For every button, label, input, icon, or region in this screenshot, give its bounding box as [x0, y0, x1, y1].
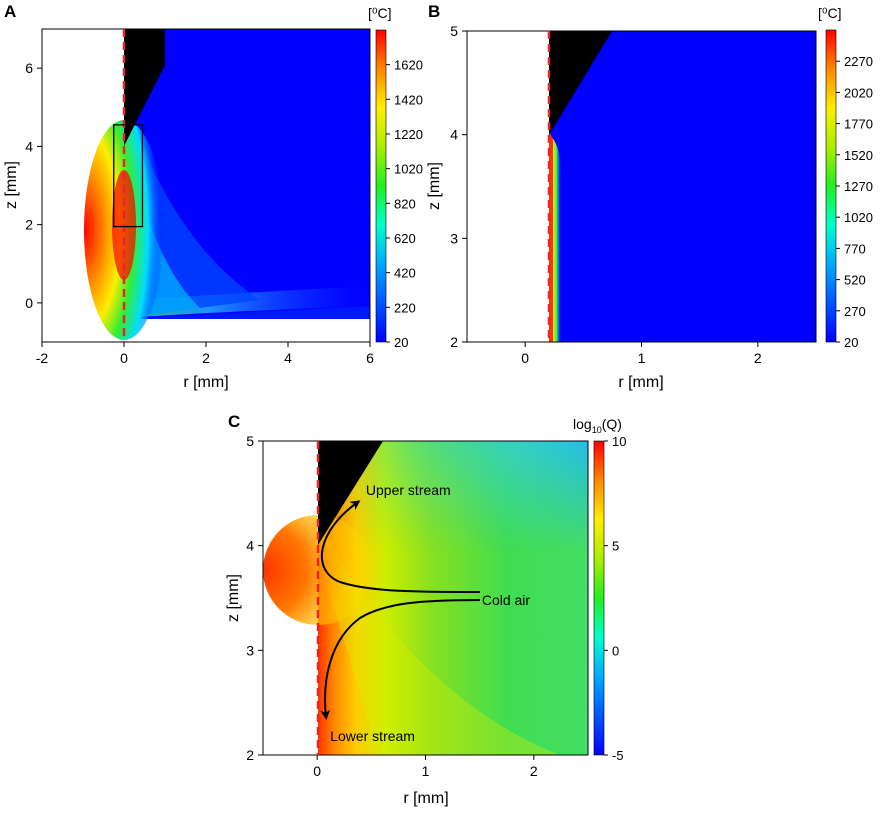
x-tick-label-a-3: 4: [284, 350, 292, 366]
panel-letter-b: B: [428, 2, 440, 21]
x-axis-title-b: r [mm]: [618, 374, 663, 391]
x-tick-label-a-2: 2: [202, 350, 210, 366]
colorbar-tick-label-c-3: 10: [612, 434, 626, 449]
colorbar-tick-label-a-4: 820: [394, 196, 416, 211]
colorbar-tick-label-b-9: 2270: [844, 54, 873, 69]
annotation-2: Lower stream: [330, 728, 415, 744]
electrode-a: [124, 29, 165, 146]
colorbar-tick-label-a-6: 1220: [394, 127, 423, 142]
y-tick-label-c-0: 2: [246, 747, 254, 763]
panel-c: C Upper stream Cold air Lower stream 0 1 2 2 3…: [225, 412, 626, 807]
colorbar-tick-label-a-0: 20: [394, 335, 408, 350]
lower-stream-arrow: [320, 599, 481, 720]
colorbar-tick-label-a-1: 220: [394, 300, 416, 315]
annotation-0: Upper stream: [366, 482, 451, 498]
colorbar-tick-label-c-0: -5: [612, 748, 624, 763]
panel-letter-a: A: [4, 2, 16, 21]
x-tick-label-a-4: 6: [366, 350, 374, 366]
colorbar-a: [375, 29, 387, 343]
x-tick-label-c-0: 0: [313, 763, 321, 779]
annotation-1: Cold air: [482, 592, 531, 608]
x-tick-label-a-1: 0: [120, 350, 128, 366]
panel-letter-c: C: [228, 412, 240, 431]
x-axis-title-a: r [mm]: [183, 374, 228, 391]
panel-b: B 0 1 2 2 3 4 5 r [mm] z [mm] [⁰C] 20 270 520 770…: [426, 2, 873, 391]
colorbar-c: [593, 440, 605, 756]
y-tick-label-a-3: 6: [25, 60, 33, 76]
x-tick-label-b-1: 1: [638, 350, 646, 366]
y-axis-title-b: z [mm]: [426, 162, 443, 210]
colorbar-tick-label-b-8: 2020: [844, 85, 873, 100]
axes-c: 0 1 2 2 3 4 5: [246, 433, 538, 779]
colorbar-ticks-a: 20 220 420 620 820 1020 1220 1420 1620: [386, 58, 423, 350]
y-tick-label-b-3: 5: [450, 23, 458, 39]
x-axis-title-c: r [mm]: [403, 790, 448, 807]
electrode-b: [549, 31, 612, 135]
colorbar-unit-c-main: log: [573, 416, 592, 432]
colorbar-tick-label-a-3: 620: [394, 231, 416, 246]
colorbar-tick-label-b-1: 270: [844, 304, 866, 319]
axes-b: 0 1 2 2 3 4 5: [450, 23, 762, 366]
colorbar-tick-label-a-7: 1420: [394, 92, 423, 107]
colorbar-unit-c-sub: 10: [592, 425, 602, 435]
y-tick-label-b-2: 4: [450, 127, 458, 143]
colorbar-tick-label-a-2: 420: [394, 266, 416, 281]
upper-stream-arrow: [320, 500, 481, 593]
electrode-c: [318, 441, 383, 545]
inset-box-a: [113, 124, 144, 228]
colorbar-ticks-b: 20 270 520 770 1020 1270 1520 1770 2020 2270: [836, 54, 873, 350]
annotations-c: Upper stream Cold air Lower stream: [330, 482, 530, 744]
y-tick-label-b-1: 3: [450, 230, 458, 246]
y-tick-label-c-1: 3: [246, 642, 254, 658]
colorbar-unit-a: [⁰C]: [368, 5, 392, 21]
colorbar-unit-c-tail: (Q): [602, 416, 622, 432]
heatmap-b: [467, 31, 816, 342]
colorbar-b: [825, 29, 837, 343]
colorbar-ticks-c: -5 0 5 10: [604, 434, 626, 763]
colorbar-unit-c: log10(Q): [573, 416, 622, 435]
colorbar-tick-label-b-6: 1520: [844, 148, 873, 163]
colorbar-tick-label-b-3: 770: [844, 241, 866, 256]
heatmap-a: [42, 29, 370, 342]
colorbar-tick-label-b-2: 520: [844, 273, 866, 288]
y-axis-title-a: z [mm]: [3, 161, 20, 209]
y-tick-label-a-0: 0: [25, 295, 33, 311]
colorbar-unit-b: [⁰C]: [818, 5, 842, 21]
x-tick-label-b-2: 2: [754, 350, 762, 366]
y-tick-label-c-3: 5: [246, 433, 254, 449]
y-tick-label-a-1: 2: [25, 217, 33, 233]
flow-arrows: [320, 500, 481, 720]
colorbar-tick-label-c-2: 5: [612, 539, 619, 554]
colorbar-tick-label-a-8: 1620: [394, 58, 423, 73]
colorbar-tick-label-a-5: 1020: [394, 162, 423, 177]
x-tick-label-a-0: -2: [36, 350, 49, 366]
x-tick-label-b-0: 0: [521, 350, 529, 366]
panel-a: A -2 0 2 4 6 0 2 4 6 r [mm] z [mm] [⁰C] 20 220 420…: [3, 2, 423, 391]
colorbar-tick-label-b-7: 1770: [844, 117, 873, 132]
colorbar-tick-label-b-5: 1270: [844, 179, 873, 194]
y-tick-label-a-2: 4: [25, 138, 33, 154]
axes-a: -2 0 2 4 6 0 2 4 6: [25, 60, 374, 366]
colorbar-tick-label-c-1: 0: [612, 643, 619, 658]
colorbar-tick-label-b-4: 1020: [844, 210, 873, 225]
y-axis-title-c: z [mm]: [225, 574, 242, 622]
colorbar-tick-label-b-0: 20: [844, 335, 858, 350]
y-tick-label-c-2: 4: [246, 538, 254, 554]
y-tick-label-b-0: 2: [450, 334, 458, 350]
x-tick-label-c-1: 1: [422, 763, 430, 779]
x-tick-label-c-2: 2: [530, 763, 538, 779]
